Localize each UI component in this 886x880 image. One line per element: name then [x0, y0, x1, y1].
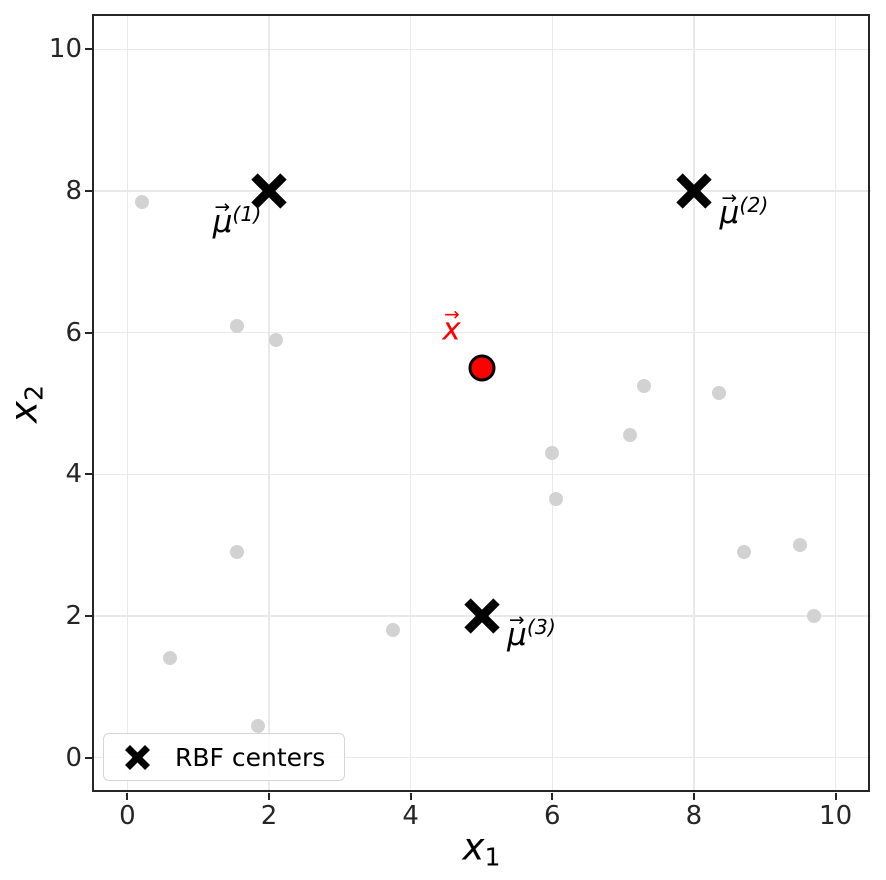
gridline-horizontal	[92, 190, 871, 192]
y-tick	[85, 48, 92, 51]
plot-area-border	[92, 14, 870, 792]
y-tick-label: 8	[65, 176, 82, 207]
y-tick	[85, 190, 92, 193]
y-tick-label: 6	[65, 317, 82, 348]
y-tick-label: 2	[65, 600, 82, 631]
x-tick	[268, 793, 271, 800]
x-axis-label: x1	[463, 828, 501, 869]
x-tick	[692, 793, 695, 800]
annotation-superscript: (3)	[526, 614, 556, 639]
x-marker-icon	[124, 744, 151, 771]
scatter-point	[711, 385, 726, 400]
scatter-point	[548, 492, 563, 507]
annotation-mu-2: → μ(2)	[719, 187, 769, 232]
vector-arrow-icon: →	[721, 187, 738, 209]
gridline-vertical	[409, 14, 412, 793]
scatter-point	[162, 651, 177, 666]
rbf-center-marker	[675, 172, 713, 210]
x-tick-label: 0	[119, 801, 136, 831]
y-tick	[85, 473, 92, 476]
x-axis-label-base: x	[462, 825, 485, 869]
gridline-vertical	[268, 14, 270, 793]
gridline-horizontal	[92, 48, 871, 51]
query-point-marker	[468, 354, 495, 382]
gridline-vertical	[551, 14, 554, 793]
annotation-x-query: → x	[442, 304, 461, 348]
x-tick-label: 4	[402, 801, 419, 831]
x-tick	[409, 793, 412, 800]
scatter-point	[793, 538, 808, 553]
annotation-mu-1: → μ(1)	[212, 196, 262, 241]
scatter-point	[230, 545, 245, 560]
scatter-point	[269, 332, 284, 347]
gridline-vertical	[693, 14, 695, 793]
annotation-base: → μ	[212, 196, 233, 241]
annotation-mu-3: → μ(3)	[507, 609, 556, 654]
scatter-point	[637, 378, 652, 393]
y-tick-label: 0	[65, 742, 82, 773]
y-axis-label-subscript: 2	[19, 384, 49, 401]
y-tick	[85, 756, 92, 759]
annotation-superscript: (2)	[739, 192, 769, 217]
y-tick-label: 10	[48, 34, 82, 65]
x-tick-label: 10	[819, 801, 853, 831]
annotation-base: → μ	[507, 609, 527, 654]
annotation-superscript: (1)	[232, 201, 262, 226]
annotation-base: → μ	[719, 187, 740, 232]
rbf-center-marker	[250, 172, 288, 210]
x-tick-label: 6	[544, 801, 561, 831]
y-axis-label: x2	[2, 384, 49, 423]
y-tick	[85, 331, 92, 334]
scatter-point	[807, 608, 822, 623]
x-tick-label: 8	[685, 801, 703, 831]
scatter-point	[623, 428, 638, 443]
x-tick	[834, 793, 837, 800]
legend: RBF centers	[103, 733, 345, 781]
annotation-base: → x	[442, 304, 461, 348]
x-tick-label: 2	[260, 801, 278, 831]
scatter-point	[545, 446, 560, 461]
scatter-point	[134, 194, 149, 209]
gridline-horizontal	[92, 756, 871, 759]
gridline-vertical	[834, 14, 837, 793]
x-tick	[126, 793, 129, 800]
scatter-point	[385, 623, 400, 638]
x-tick	[551, 793, 554, 800]
gridline-vertical	[126, 14, 129, 793]
scatter-point	[230, 318, 245, 333]
gridline-horizontal	[92, 473, 871, 476]
vector-arrow-icon: →	[444, 304, 460, 326]
vector-arrow-icon: →	[214, 196, 231, 218]
x-axis-label-subscript: 1	[484, 842, 501, 872]
scatter-point	[251, 718, 266, 733]
legend-label: RBF centers	[175, 742, 326, 772]
vector-arrow-icon: →	[509, 609, 525, 631]
scatter-point	[736, 545, 751, 560]
rbf-center-marker	[463, 597, 501, 635]
gridline-horizontal	[92, 331, 871, 334]
y-axis-label-base: x	[2, 400, 46, 423]
y-tick	[85, 614, 92, 617]
y-tick-label: 4	[65, 459, 82, 490]
